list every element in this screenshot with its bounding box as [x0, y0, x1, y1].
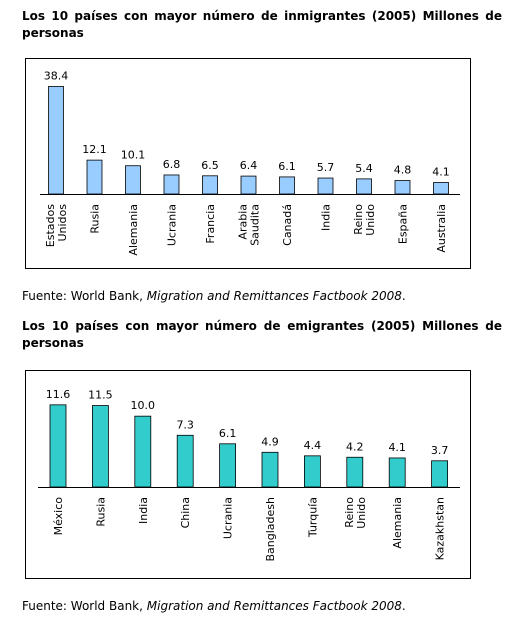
x-tick-label: México	[52, 497, 65, 536]
x-tick-label: India	[137, 497, 150, 524]
x-tick-label: Kazakhstan	[434, 497, 447, 560]
bar	[48, 86, 64, 195]
x-tick-label: Bangladesh	[264, 497, 277, 562]
value-label: 4.8	[394, 164, 412, 177]
value-label: 6.1	[219, 427, 237, 440]
value-label: 6.4	[240, 159, 258, 172]
chart-title: Los 10 países con mayor número de inmigr…	[22, 9, 502, 40]
bar	[346, 456, 364, 488]
bar	[261, 451, 279, 488]
source-text: Fuente: World Bank,	[22, 289, 143, 303]
x-tick-label: Canadá	[281, 204, 294, 246]
bar	[202, 175, 218, 195]
source-text: Fuente: World Bank,	[22, 599, 143, 613]
x-tick-label: Alemania	[127, 204, 140, 256]
x-tick-label: China	[179, 497, 192, 528]
value-label: 11.6	[46, 388, 71, 401]
value-label: 7.3	[176, 418, 194, 431]
bar	[431, 460, 449, 488]
value-label: 4.9	[261, 435, 279, 448]
value-label: 3.7	[431, 444, 449, 457]
value-label: 12.1	[82, 143, 107, 156]
chart-title: Los 10 países con mayor número de emigra…	[22, 319, 502, 350]
value-label: 4.2	[346, 440, 364, 453]
value-label: 4.4	[304, 439, 322, 452]
bar	[176, 434, 194, 488]
bar	[394, 180, 411, 195]
bar	[92, 405, 109, 488]
bar	[219, 443, 237, 488]
bar	[356, 178, 372, 195]
x-tick-label: Alemania	[391, 497, 404, 549]
x-tick-label: India	[320, 204, 333, 231]
chart: 11.6 México 11.5 Rusia 10.0 India 7.3 China 6.1 U…	[25, 370, 471, 579]
source-title: Migration and Remittances Factbook 2008	[146, 289, 402, 303]
value-label: 4.1	[388, 441, 406, 454]
value-label: 5.4	[355, 162, 373, 175]
x-tick-label: ArabiaSaudita	[237, 204, 262, 246]
x-tick-label: Rusia	[94, 497, 107, 527]
chart: 38.4 EstadosUnidos 12.1 Rusia 10.1 Alemania 6.…	[25, 58, 471, 269]
source: Fuente: World Bank, Migration and Remitt…	[22, 289, 406, 303]
x-tick-label: Rusia	[89, 204, 102, 234]
value-label: 6.5	[201, 159, 219, 172]
source-title: Migration and Remittances Factbook 2008	[146, 599, 402, 613]
value-label: 4.1	[432, 166, 450, 179]
bar	[317, 177, 334, 195]
x-tick-label: Turquía	[306, 497, 319, 538]
bar	[433, 182, 449, 195]
x-tick-label: Ucrania	[222, 497, 235, 539]
bar	[134, 415, 152, 488]
bar	[279, 176, 295, 195]
x-tick-label: ReinoUnido	[343, 497, 368, 529]
x-tick-label: Francia	[204, 204, 217, 244]
value-label: 11.5	[88, 389, 113, 402]
bar	[86, 159, 103, 195]
x-tick-label: España	[397, 204, 410, 244]
bar	[388, 457, 406, 488]
bar	[303, 455, 321, 488]
value-label: 5.7	[317, 161, 335, 174]
x-tick-label: Australia	[435, 204, 448, 253]
value-label: 10.1	[121, 149, 146, 162]
x-tick-label: ReinoUnido	[352, 204, 377, 236]
bar	[240, 175, 257, 195]
x-tick-label: EstadosUnidos	[44, 204, 69, 247]
value-label: 38.4	[44, 69, 69, 82]
bar	[125, 165, 141, 195]
bar	[49, 404, 67, 488]
bar	[163, 174, 180, 195]
value-label: 6.8	[163, 158, 181, 171]
source: Fuente: World Bank, Migration and Remitt…	[22, 599, 406, 613]
value-label: 10.0	[131, 399, 156, 412]
value-label: 6.1	[278, 160, 296, 173]
x-tick-label: Ucrania	[166, 204, 179, 246]
